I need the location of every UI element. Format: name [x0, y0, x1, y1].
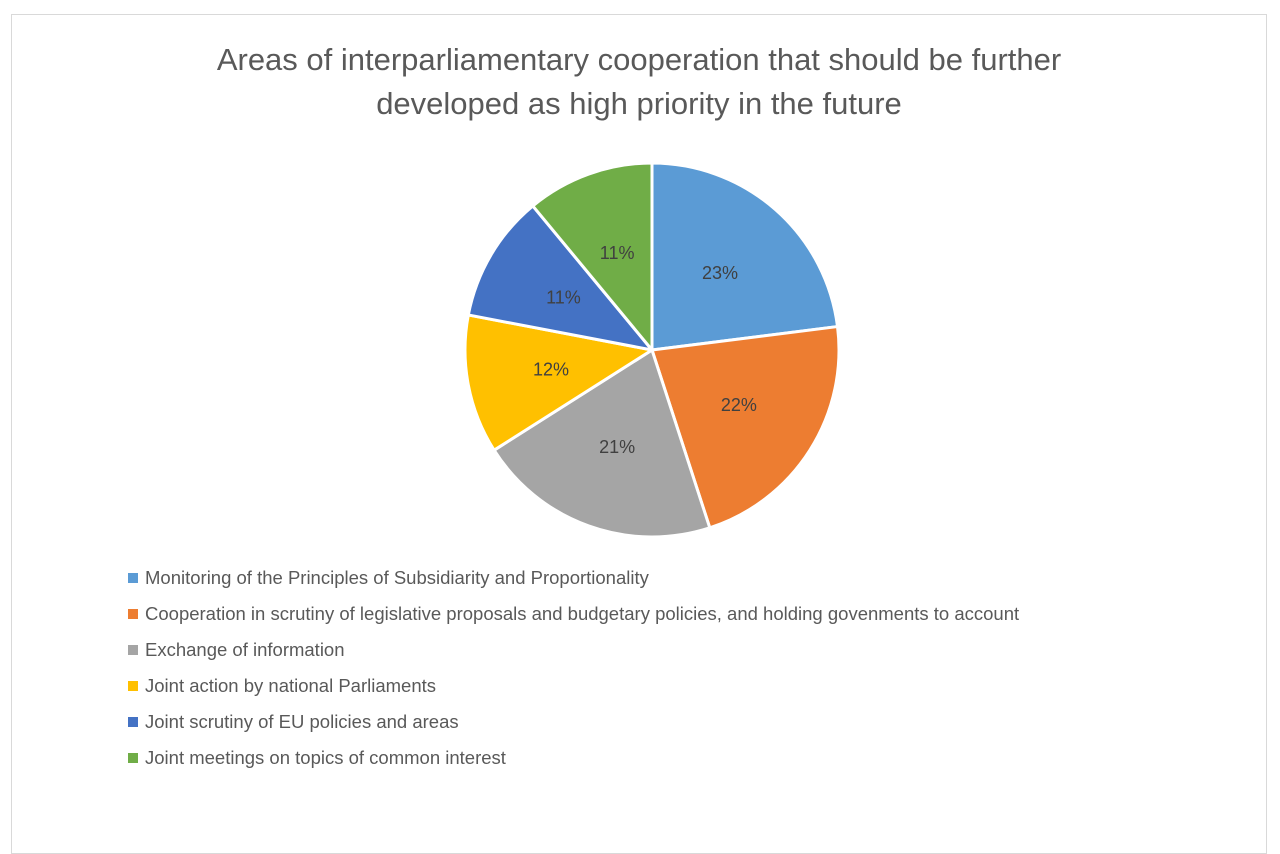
- legend-swatch-5: [128, 717, 138, 727]
- legend-swatch-4: [128, 681, 138, 691]
- legend-item-3: Exchange of information: [128, 632, 1019, 668]
- pie-data-label-4: 12%: [533, 359, 569, 379]
- legend-label-3: Exchange of information: [145, 639, 345, 660]
- chart-title-line-2: developed as high priority in the future: [376, 86, 902, 121]
- legend-swatch-6: [128, 753, 138, 763]
- pie-data-label-1: 23%: [702, 263, 738, 283]
- pie-slice-4: [463, 313, 654, 452]
- pie-data-label-3: 21%: [599, 437, 635, 457]
- legend-swatch-1: [128, 573, 138, 583]
- legend-item-2: Cooperation in scrutiny of legislative p…: [128, 596, 1019, 632]
- legend-label-6: Joint meetings on topics of common inter…: [145, 747, 506, 768]
- legend-label-2: Cooperation in scrutiny of legislative p…: [145, 603, 1020, 624]
- pie-data-labels: 23% 22% 21% 12% 11% 11%: [533, 243, 757, 457]
- pie-data-label-6: 11%: [600, 243, 635, 263]
- legend-item-1: Monitoring of the Principles of Subsidia…: [128, 560, 1019, 596]
- chart-title: Areas of interparliamentary cooperation …: [11, 38, 1267, 126]
- pie-slice-6: [531, 161, 654, 352]
- pie-data-label-5: 11%: [546, 288, 581, 308]
- pie-slice-1: [650, 161, 840, 352]
- pie-slices: [463, 161, 841, 539]
- legend-swatch-3: [128, 645, 138, 655]
- legend-item-6: Joint meetings on topics of common inter…: [128, 740, 1019, 776]
- pie-slice-5: [466, 204, 654, 352]
- chart-legend: Monitoring of the Principles of Subsidia…: [128, 560, 1019, 776]
- legend-label-1: Monitoring of the Principles of Subsidia…: [145, 567, 649, 588]
- legend-label-5: Joint scrutiny of EU policies and areas: [145, 711, 459, 732]
- chart-title-line-1: Areas of interparliamentary cooperation …: [216, 42, 1062, 77]
- legend-label-4: Joint action by national Parliaments: [145, 675, 437, 696]
- pie-slice-3: [492, 348, 712, 539]
- pie-slice-2: [650, 325, 841, 530]
- pie-data-label-2: 22%: [721, 395, 757, 415]
- legend-swatch-2: [128, 609, 138, 619]
- legend-item-5: Joint scrutiny of EU policies and areas: [128, 704, 1019, 740]
- legend-item-4: Joint action by national Parliaments: [128, 668, 1019, 704]
